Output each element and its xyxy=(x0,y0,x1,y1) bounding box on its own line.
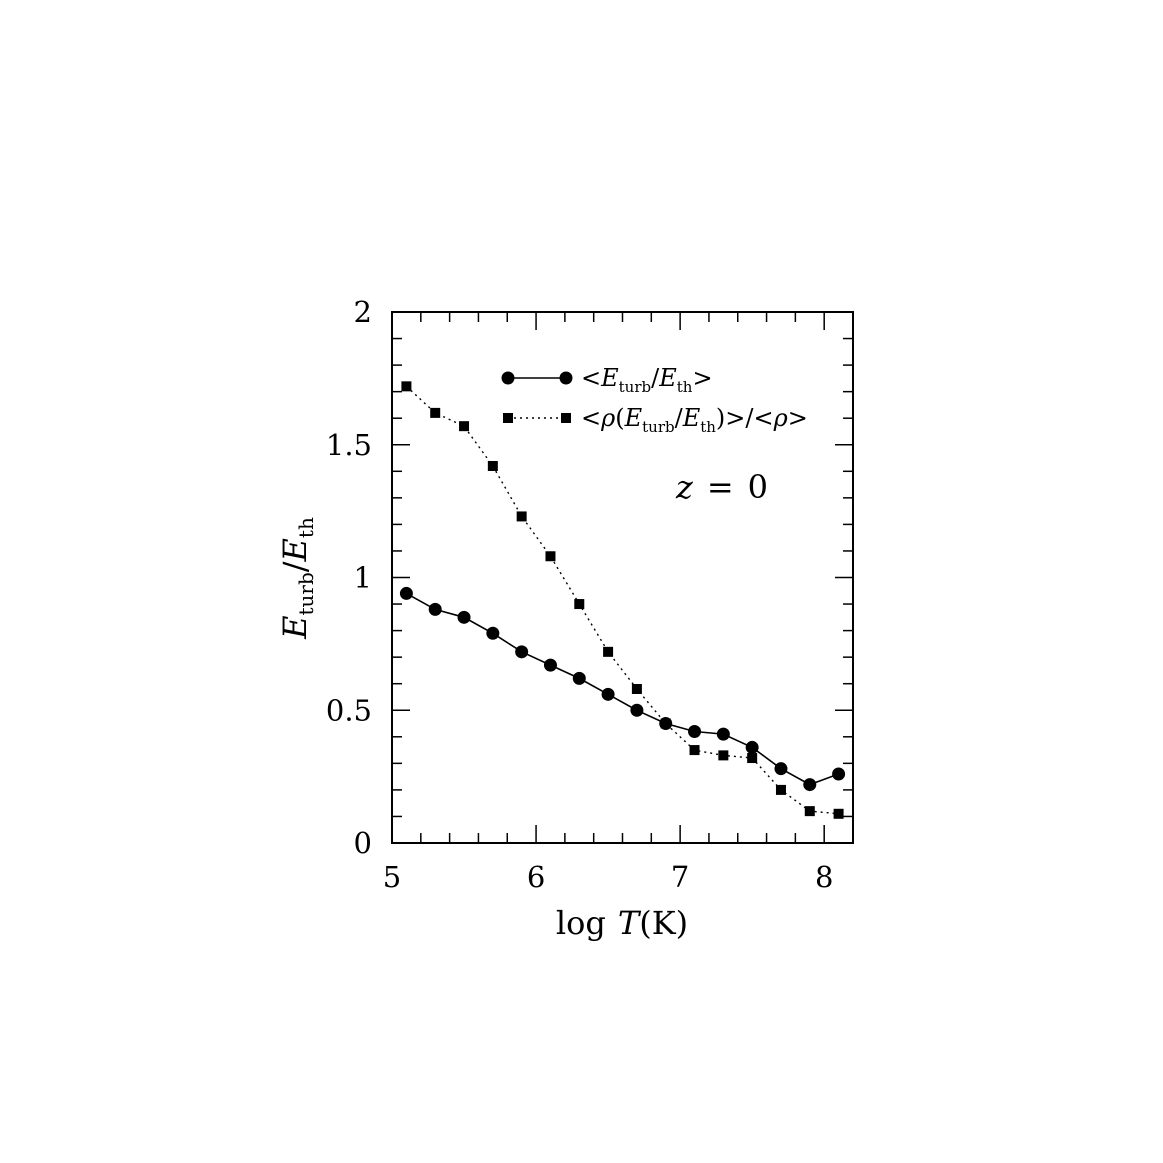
data-point-square xyxy=(401,381,412,392)
data-point-circle xyxy=(630,703,644,717)
legend-label-weighted-ratio: <ρ(Eturb/Eth)>/<ρ> xyxy=(581,404,808,436)
x-tick-label: 7 xyxy=(671,860,689,894)
y-axis-title: Eturb/Eth xyxy=(276,517,318,640)
data-point-circle xyxy=(688,724,702,738)
data-point-square xyxy=(487,460,498,471)
axis-tick-labels: 5 6 7 8 0 0.5 1 1.5 2 xyxy=(326,295,834,894)
y-tick-label: 2 xyxy=(354,295,372,329)
series-line-1 xyxy=(406,592,839,786)
data-point-circle xyxy=(399,586,413,600)
data-point-circle xyxy=(572,671,586,685)
data-point-square xyxy=(775,784,786,795)
data-point-square xyxy=(833,808,844,819)
data-point-square xyxy=(718,750,729,761)
y-tick-label: 1 xyxy=(354,561,372,595)
data-point-circle xyxy=(543,658,557,672)
series-line-2 xyxy=(405,385,839,815)
data-point-circle xyxy=(515,645,529,659)
legend-label-mean-ratio: <Eturb/Eth> xyxy=(581,364,713,396)
series-lines xyxy=(405,385,839,815)
legend-marker-square-a xyxy=(503,413,513,423)
series-points xyxy=(399,381,846,819)
y-tick-label: 0 xyxy=(354,826,372,860)
y-tick-label: 0.5 xyxy=(326,693,372,727)
data-point-square xyxy=(545,551,556,562)
data-point-square xyxy=(516,511,527,522)
data-point-square xyxy=(804,806,815,817)
legend: <Eturb/Eth> <ρ(Eturb/Eth)>/<ρ> xyxy=(501,364,808,436)
data-point-circle xyxy=(601,687,615,701)
data-point-circle xyxy=(774,762,788,776)
data-point-circle xyxy=(428,602,442,616)
redshift-annotation: z = 0 xyxy=(675,468,768,506)
data-point-circle xyxy=(803,778,817,792)
legend-marker-circle-b xyxy=(559,371,573,385)
x-tick-label: 8 xyxy=(815,860,833,894)
data-point-circle xyxy=(457,610,471,624)
data-point-square xyxy=(689,745,700,756)
data-point-circle xyxy=(832,767,846,781)
legend-marker-square-b xyxy=(561,413,571,423)
x-axis-title: log T(K) xyxy=(556,904,688,942)
data-point-square xyxy=(660,718,671,729)
data-point-circle xyxy=(486,626,500,640)
data-point-square xyxy=(747,753,758,764)
x-tick-label: 5 xyxy=(383,860,401,894)
x-tick-label: 6 xyxy=(527,860,545,894)
data-point-circle xyxy=(745,740,759,754)
data-point-square xyxy=(459,421,470,432)
legend-marker-circle-a xyxy=(501,371,515,385)
data-point-square xyxy=(430,407,441,418)
data-point-square xyxy=(603,646,614,657)
data-point-circle xyxy=(716,727,730,741)
data-point-square xyxy=(574,599,585,610)
axis-ticks xyxy=(391,311,854,844)
y-tick-label: 1.5 xyxy=(326,428,372,462)
data-point-square xyxy=(631,684,642,695)
